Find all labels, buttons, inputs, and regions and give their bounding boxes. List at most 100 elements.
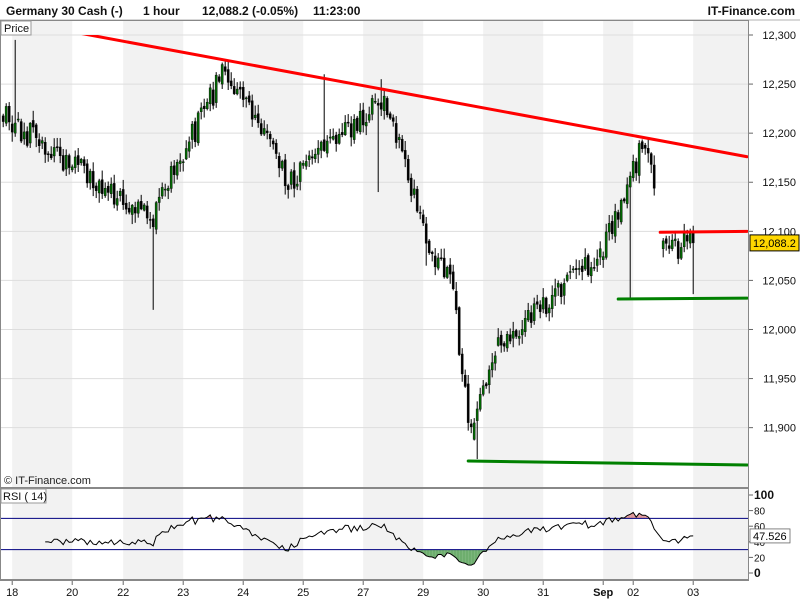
candle	[412, 179, 416, 199]
candle	[313, 148, 317, 163]
candle	[682, 223, 686, 253]
candle	[397, 133, 401, 149]
candle	[10, 115, 14, 142]
candle	[451, 264, 455, 291]
candle	[136, 199, 140, 218]
candle	[598, 241, 602, 266]
rsi-oversold-fill	[477, 549, 481, 559]
candle	[622, 197, 626, 204]
time-tick-label: 22	[117, 587, 129, 599]
candle-body	[16, 118, 20, 121]
candle	[664, 235, 668, 251]
candle	[193, 117, 197, 148]
candle	[463, 369, 467, 388]
candle-body	[517, 336, 521, 339]
candle-body	[73, 156, 77, 168]
price-tick-label: 12,300	[762, 30, 796, 42]
rsi-oversold-fill	[432, 549, 436, 559]
candle-body	[400, 138, 404, 152]
candle	[556, 280, 560, 296]
day-band	[603, 489, 634, 580]
candle-body	[568, 271, 572, 273]
rsi-line	[45, 511, 694, 566]
candle-body	[688, 233, 692, 244]
candle	[469, 419, 473, 434]
rsi-panel-tab[interactable]	[0, 488, 47, 504]
candle	[616, 209, 620, 228]
candle-body	[532, 303, 536, 321]
candle	[433, 248, 437, 276]
candle	[169, 161, 173, 193]
candle	[472, 418, 476, 441]
candle-body	[523, 318, 527, 332]
candle	[103, 182, 107, 198]
candle-body	[514, 330, 518, 337]
candle	[592, 257, 596, 272]
candle-body	[142, 204, 146, 211]
candle	[415, 186, 419, 213]
rsi-oversold-fill	[459, 549, 463, 563]
candle-body	[283, 159, 287, 187]
candle-body	[82, 159, 86, 166]
candle-body	[223, 66, 227, 72]
candle	[178, 153, 182, 172]
candle	[67, 153, 71, 175]
candle-body	[253, 114, 257, 118]
candle-body	[238, 86, 242, 90]
quote-label: 12,088.2 (-0.05%)	[202, 4, 298, 18]
candle	[268, 131, 272, 147]
candle-body	[184, 148, 188, 160]
candle-body	[631, 161, 635, 178]
candle	[349, 116, 353, 147]
candle-body	[439, 257, 443, 259]
candle-body	[100, 179, 104, 194]
candle-body	[205, 101, 209, 109]
candle-body	[634, 161, 638, 174]
candle-body	[625, 184, 629, 204]
rsi-oversold-fill	[426, 549, 430, 557]
rsi-overbought-fill	[639, 513, 643, 519]
watermark-label: © IT-Finance.com	[4, 475, 91, 487]
price-panel-frame	[0, 20, 749, 488]
candle-body	[274, 142, 278, 154]
candle	[112, 174, 116, 209]
candle	[145, 200, 149, 225]
candle-body	[685, 235, 689, 242]
candle	[667, 235, 671, 254]
candle-body	[13, 122, 17, 134]
time-tick-label: 29	[417, 587, 429, 599]
candle-body	[676, 241, 680, 259]
price-panel-tab[interactable]	[0, 20, 32, 36]
candle	[637, 140, 641, 184]
candle-body	[43, 142, 47, 155]
candle	[568, 264, 572, 280]
day-band	[483, 21, 544, 487]
candle	[580, 259, 584, 281]
candle	[379, 79, 383, 117]
candle-body	[595, 258, 599, 266]
candle-body	[556, 283, 560, 288]
candle-body	[277, 156, 281, 169]
candle	[496, 328, 500, 347]
candle	[181, 159, 185, 172]
instrument-title: Germany 30 Cash (-)	[6, 4, 123, 18]
resistance-line	[81, 35, 749, 159]
candle	[601, 251, 605, 268]
candle	[82, 156, 86, 174]
candle-body	[643, 144, 647, 149]
rsi-series	[45, 511, 694, 566]
candle-body	[460, 353, 464, 375]
candle	[538, 300, 542, 319]
candle	[319, 140, 323, 159]
candle	[442, 248, 446, 279]
candle	[175, 159, 179, 180]
candle	[19, 118, 23, 144]
rsi-oversold-fill	[471, 549, 475, 566]
candle-body	[10, 123, 14, 133]
candle-body	[91, 171, 95, 189]
candle-body	[592, 267, 596, 269]
candle	[217, 74, 221, 84]
time-tick-label: 20	[66, 587, 78, 599]
candle	[355, 115, 359, 134]
